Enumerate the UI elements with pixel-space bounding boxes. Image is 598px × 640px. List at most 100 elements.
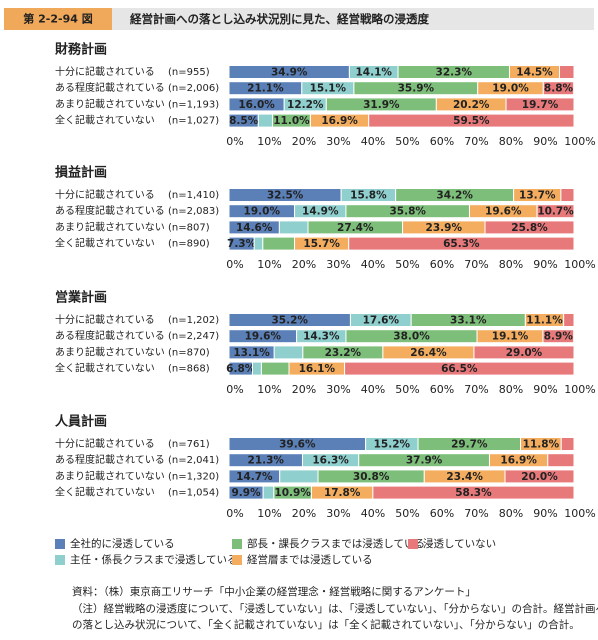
bar-segment (260, 361, 290, 376)
value-label: 10.9% (274, 487, 311, 499)
value-label: 15.1% (310, 83, 347, 95)
x-tick-label: 100% (564, 258, 595, 271)
row-label: あまり記載されていない (55, 469, 165, 482)
x-tick-label: 60% (430, 258, 454, 271)
n-label: (n=870) (168, 347, 210, 358)
bar-segment (262, 236, 296, 251)
value-label: 14.1% (356, 67, 393, 79)
legend-swatch (408, 539, 418, 549)
x-tick-label: 70% (464, 258, 488, 271)
value-label: 14.7% (236, 471, 273, 483)
x-tick-label: 0% (226, 135, 243, 148)
n-label: (n=1,320) (168, 471, 219, 482)
legend-label: 主任・係長クラスまで浸透している (70, 553, 237, 566)
bar-segment (372, 485, 575, 500)
value-label: 16.3% (312, 455, 349, 467)
value-label: 19.0% (244, 206, 281, 218)
bar-segment (251, 361, 262, 376)
n-label: (n=1,054) (168, 488, 219, 499)
x-tick-label: 0% (226, 507, 243, 520)
bar-segment (278, 220, 309, 235)
value-label: 35.2% (272, 315, 309, 327)
x-tick-label: 40% (361, 507, 385, 520)
value-label: 27.4% (337, 222, 374, 234)
x-tick-label: 60% (430, 507, 454, 520)
value-label: 17.8% (324, 487, 361, 499)
source: 資料：（株）東京商工リサーチ「中小企業の経営理念・経営戦略に関するアンケート」 (72, 585, 476, 598)
value-label: 8.8% (544, 83, 574, 95)
row-label: ある程度記載されている (55, 81, 165, 94)
value-label: 59.5% (453, 115, 490, 127)
value-label: 58.3% (455, 487, 492, 499)
row-label: ある程度記載されている (55, 453, 165, 466)
value-label: 16.9% (500, 455, 537, 467)
value-label: 23.4% (446, 471, 483, 483)
legend-label: 浸透していない (423, 538, 496, 550)
x-tick-label: 90% (533, 258, 557, 271)
x-tick-label: 30% (326, 258, 350, 271)
x-tick-label: 50% (395, 383, 419, 396)
bar-segment (344, 361, 575, 376)
x-tick-label: 80% (499, 507, 523, 520)
x-tick-label: 30% (326, 383, 350, 396)
panel-title: 営業計画 (55, 290, 107, 306)
x-tick-label: 90% (533, 507, 557, 520)
value-label: 19.6% (485, 206, 522, 218)
x-tick-label: 60% (430, 135, 454, 148)
x-tick-label: 90% (533, 383, 557, 396)
x-tick-label: 100% (564, 507, 595, 520)
value-label: 16.0% (238, 99, 275, 111)
x-tick-label: 90% (533, 135, 557, 148)
bar-segment (262, 485, 275, 500)
bar-segment (368, 113, 575, 128)
n-label: (n=1,027) (168, 116, 219, 127)
value-label: 17.6% (363, 315, 400, 327)
n-label: (n=955) (168, 67, 210, 78)
legend-swatch (55, 555, 65, 565)
legend-label: 経営層までは浸透している (247, 553, 373, 566)
legend-swatch (232, 555, 242, 565)
bar-segment (505, 97, 575, 112)
x-tick-label: 70% (464, 135, 488, 148)
note-line: （注）経営戦略の浸透度について、「浸透していない」は、「浸透していない」、「分か… (72, 602, 598, 615)
bar-segment (559, 65, 575, 79)
bar-segment (257, 113, 273, 128)
x-tick-label: 80% (499, 135, 523, 148)
row-label: ある程度記載されている (55, 204, 165, 217)
value-label: 35.9% (398, 83, 435, 95)
n-label: (n=2,041) (168, 455, 219, 466)
x-tick-label: 40% (361, 383, 385, 396)
value-label: 31.9% (363, 99, 400, 111)
bar-segment (542, 329, 575, 344)
row-label: 十分に記載されている (55, 313, 155, 326)
value-label: 8.5% (229, 115, 259, 127)
x-tick-label: 100% (564, 135, 595, 148)
value-label: 15.7% (303, 238, 340, 250)
value-label: 37.9% (406, 455, 443, 467)
value-label: 13.1% (233, 347, 270, 359)
value-label: 29.0% (506, 347, 543, 359)
x-tick-label: 70% (464, 507, 488, 520)
value-label: 14.6% (236, 222, 273, 234)
bar-segment (279, 469, 319, 484)
value-label: 34.9% (271, 67, 308, 79)
x-tick-label: 50% (395, 135, 419, 148)
x-tick-label: 10% (257, 258, 281, 271)
x-tick-label: 80% (499, 383, 523, 396)
header-band (4, 8, 594, 30)
value-label: 11.1% (526, 315, 563, 327)
legend-swatch (55, 539, 65, 549)
x-tick-label: 10% (257, 135, 281, 148)
n-label: (n=1,202) (168, 315, 219, 326)
legend-label: 部長・課長クラスまでは浸透している (247, 537, 425, 550)
bar-segment (273, 345, 304, 360)
x-tick-label: 20% (292, 507, 316, 520)
value-label: 32.3% (436, 67, 473, 79)
x-tick-label: 20% (292, 258, 316, 271)
panel-title: 損益計画 (55, 165, 107, 181)
x-tick-label: 0% (226, 383, 243, 396)
row-label: 全く記載されていない (55, 237, 155, 250)
value-label: 14.3% (303, 331, 340, 343)
value-label: 19.0% (492, 83, 529, 95)
